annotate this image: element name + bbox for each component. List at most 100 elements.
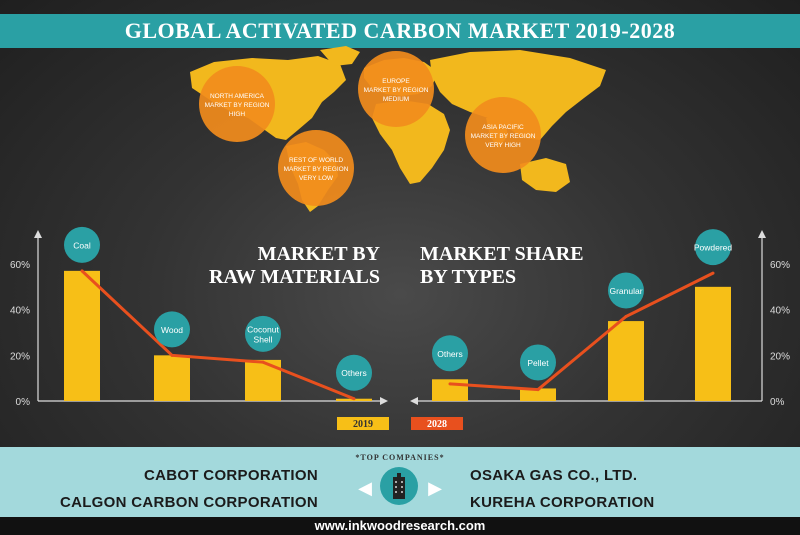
building-icon (380, 467, 418, 505)
region-bubble-circle (358, 51, 434, 127)
region-bubble-text: EUROPE (382, 78, 410, 85)
category-label-text: Coal (73, 240, 91, 250)
region-bubble-text: MARKET BY REGION (284, 166, 349, 173)
right-chart-title-1: MARKET SHARE (420, 243, 584, 265)
title-bar: GLOBAL ACTIVATED CARBON MARKET 2019-2028 (0, 14, 800, 48)
legend-2028-label: 2028 (427, 419, 447, 430)
region-bubble-text: VERY HIGH (485, 142, 521, 149)
company-kureha: KUREHA CORPORATION (470, 494, 655, 511)
region-bubble-text: REST OF WORLD (289, 157, 343, 164)
right-chart-title-2: BY TYPES (420, 266, 516, 288)
right-line-point-2028 (711, 271, 715, 275)
url-bar: www.inkwoodresearch.com (0, 517, 800, 535)
arrow-right-icon: ▶ (428, 477, 442, 498)
region-bubbles: NORTH AMERICA MARKET BY REGION HIGH EUROPE M… (199, 51, 541, 206)
company-osaka: OSAKA GAS CO., LTD. (470, 467, 638, 484)
region-bubble-text: ASIA PACIFIC (482, 124, 524, 131)
region-bubble: NORTH AMERICA MARKET BY REGION HIGH (199, 66, 275, 142)
legend-2019-label: 2019 (353, 419, 373, 430)
category-label-text: Others (341, 368, 367, 378)
category-label-text: Wood (161, 325, 183, 335)
page-title: GLOBAL ACTIVATED CARBON MARKET 2019-2028 (124, 18, 676, 43)
left-category-label: Coal (64, 226, 100, 263)
category-label-text: Granular (609, 286, 642, 296)
left-line-point-2028 (352, 397, 356, 401)
legend-2028-swatch (411, 417, 463, 430)
right-category-label: Granular (608, 272, 644, 309)
map-australia (520, 158, 570, 192)
right-line-2028 (449, 271, 714, 392)
category-label-text: Others (437, 349, 463, 359)
category-bubble (154, 311, 190, 348)
left-bar-2019 (154, 355, 190, 401)
region-bubble-text: MARKET BY REGION (205, 102, 270, 109)
region-bubble-text: MARKET BY REGION (364, 87, 429, 94)
left-y-tick-label: 20% (10, 351, 30, 362)
left-line-2028 (80, 269, 355, 401)
left-category-label: Wood (154, 311, 190, 348)
right-bar-2019 (608, 321, 644, 401)
website-url: www.inkwoodresearch.com (314, 518, 486, 533)
right-y-axis-arrow (758, 230, 766, 238)
category-label-text: Shell (254, 334, 273, 344)
region-bubble-text: MEDIUM (383, 96, 409, 103)
left-line-point-2028 (80, 269, 84, 273)
right-y-tick-label: 0% (770, 397, 785, 408)
category-bubble (520, 344, 556, 381)
region-bubble: REST OF WORLD MARKET BY REGION VERY LOW (278, 130, 354, 206)
company-calgon: CALGON CARBON CORPORATION (59, 494, 318, 511)
right-category-label: Powdered (694, 229, 733, 266)
region-bubble-circle (278, 130, 354, 206)
right-bar-2019 (695, 286, 731, 401)
left-x-axis-arrow (380, 397, 388, 405)
left-y-tick-label: 0% (16, 397, 31, 408)
right-line-point-2028 (448, 382, 452, 386)
right-y-tick-label: 40% (770, 306, 790, 317)
category-label-text: Pellet (527, 358, 549, 368)
charts-svg: NORTH AMERICA MARKET BY REGION HIGH EUROPE M… (10, 46, 790, 430)
left-bar-2019 (64, 270, 100, 401)
category-label-text: Coconut (247, 324, 279, 334)
region-bubble-text: VERY LOW (299, 175, 334, 182)
right-y-tick-label: 60% (770, 260, 790, 271)
region-bubble-circle (199, 66, 275, 142)
right-category-label: Others (432, 335, 468, 372)
left-chart-title-1: MARKET BY (258, 243, 381, 265)
right-x-axis-arrow (410, 397, 418, 405)
company-cabot: CABOT CORPORATION (144, 467, 318, 484)
category-bubble (336, 354, 372, 391)
category-bubble (64, 226, 100, 263)
left-y-tick-label: 60% (10, 260, 30, 271)
right-line-point-2028 (624, 315, 628, 319)
left-line-point-2028 (170, 353, 174, 357)
left-chart-title-2: RAW MATERIALS (209, 266, 380, 288)
category-bubble (432, 335, 468, 372)
map-greenland (320, 46, 360, 66)
region-bubble: ASIA PACIFIC MARKET BY REGION VERY HIGH (465, 97, 541, 173)
right-line-point-2028 (536, 388, 540, 392)
category-bubble (608, 272, 644, 309)
left-category-label: Others (336, 354, 372, 391)
category-bubble (695, 229, 731, 266)
category-label-text: Powdered (694, 243, 733, 253)
left-y-axis-arrow (34, 230, 42, 238)
left-line-point-2028 (261, 360, 265, 364)
category-bubble (245, 315, 281, 352)
top-companies-label: *TOP COMPANIES* (355, 453, 445, 462)
right-chart: 0% 20% 40% 60% Others Pellet Granular Powdered… (410, 229, 790, 408)
right-y-tick-label: 20% (770, 351, 790, 362)
region-bubble-text: MARKET BY REGION (471, 133, 536, 140)
map-asia (430, 50, 606, 140)
arrow-left-icon: ◀ (358, 477, 372, 498)
region-bubble-text: HIGH (229, 111, 246, 118)
right-bar-2019 (520, 388, 556, 401)
legend-2019-swatch (337, 417, 389, 430)
right-category-label: Pellet (520, 344, 556, 381)
legend: 2019 2028 (337, 417, 463, 430)
region-bubble-text: NORTH AMERICA (210, 93, 265, 100)
region-bubble: EUROPE MARKET BY REGION MEDIUM (358, 51, 434, 127)
region-bubble-circle (465, 97, 541, 173)
